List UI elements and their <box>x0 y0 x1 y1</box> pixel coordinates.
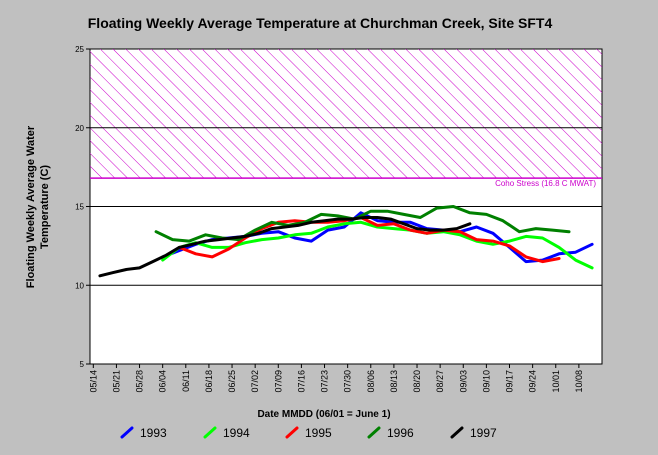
legend-label-1995: 1995 <box>305 426 332 440</box>
x-tick-label-05/14: 05/14 <box>88 370 98 393</box>
x-tick-label-05/28: 05/28 <box>135 370 145 393</box>
legend-swatch-1993 <box>120 426 134 439</box>
gridlines <box>90 127 602 286</box>
x-tick-label-08/27: 08/27 <box>435 370 445 393</box>
x-tick-label-08/06: 08/06 <box>366 370 376 393</box>
x-tick-label-10/08: 10/08 <box>574 370 584 393</box>
x-tick-label-08/20: 08/20 <box>412 370 422 393</box>
y-tick-label-15: 15 <box>75 203 84 212</box>
threshold-label: Coho Stress (16.8 C MWAT) <box>495 179 596 188</box>
x-tick-label-06/04: 06/04 <box>158 370 168 393</box>
x-tick-label-07/23: 07/23 <box>320 370 330 393</box>
threshold-hatch <box>90 49 602 179</box>
x-tick-label-07/02: 07/02 <box>250 370 260 393</box>
legend-label-1997: 1997 <box>470 426 497 440</box>
series-lines <box>98 205 594 278</box>
x-tick-label-09/10: 09/10 <box>481 370 491 393</box>
x-tick-label-07/09: 07/09 <box>273 370 283 393</box>
series-line-1995 <box>177 216 561 264</box>
y-axis-title-line-2: Temperature (C) <box>39 165 51 249</box>
x-tick-label-09/03: 09/03 <box>458 370 468 393</box>
threshold-band <box>90 49 602 179</box>
y-tick-label-25: 25 <box>75 45 84 54</box>
legend-label-1993: 1993 <box>140 426 167 440</box>
legend-label-1994: 1994 <box>223 426 250 440</box>
y-tick-label-20: 20 <box>75 124 84 133</box>
x-tick-label-09/24: 09/24 <box>528 370 538 393</box>
x-tick-label-07/30: 07/30 <box>343 370 353 393</box>
y-tick-label-5: 5 <box>80 360 85 369</box>
x-tick-label-08/13: 08/13 <box>389 370 399 393</box>
series-line-1997 <box>98 216 472 278</box>
y-tick-label-10: 10 <box>75 281 84 290</box>
legend-swatch-1995 <box>285 426 299 439</box>
x-axis-title: Date MMDD (06/01 = June 1) <box>257 409 390 420</box>
x-tick-label-10/01: 10/01 <box>551 370 561 393</box>
legend-label-1996: 1996 <box>387 426 414 440</box>
x-tick-label-06/11: 06/11 <box>181 370 191 392</box>
legend-swatch-1996 <box>367 426 381 439</box>
x-tick-label-06/25: 06/25 <box>227 370 237 393</box>
y-axis-title-line-1: Floating Weekly Average Water <box>25 125 37 288</box>
x-tick-label-05/21: 05/21 <box>111 370 121 393</box>
x-tick-label-09/17: 09/17 <box>505 370 515 393</box>
chart-title: Floating Weekly Average Temperature at C… <box>88 15 553 31</box>
x-tick-label-06/18: 06/18 <box>204 370 214 393</box>
legend: 1993 1994 1995 1996 1997 <box>120 426 497 440</box>
x-axis: 05/14 05/21 05/28 06/04 06/11 06/18 06/25 07/02… <box>88 364 584 393</box>
x-tick-label-07/16: 07/16 <box>296 370 306 393</box>
legend-swatch-1994 <box>203 426 217 439</box>
legend-swatch-1997 <box>450 426 464 439</box>
y-axis: 5 10 15 20 25 <box>75 45 90 369</box>
